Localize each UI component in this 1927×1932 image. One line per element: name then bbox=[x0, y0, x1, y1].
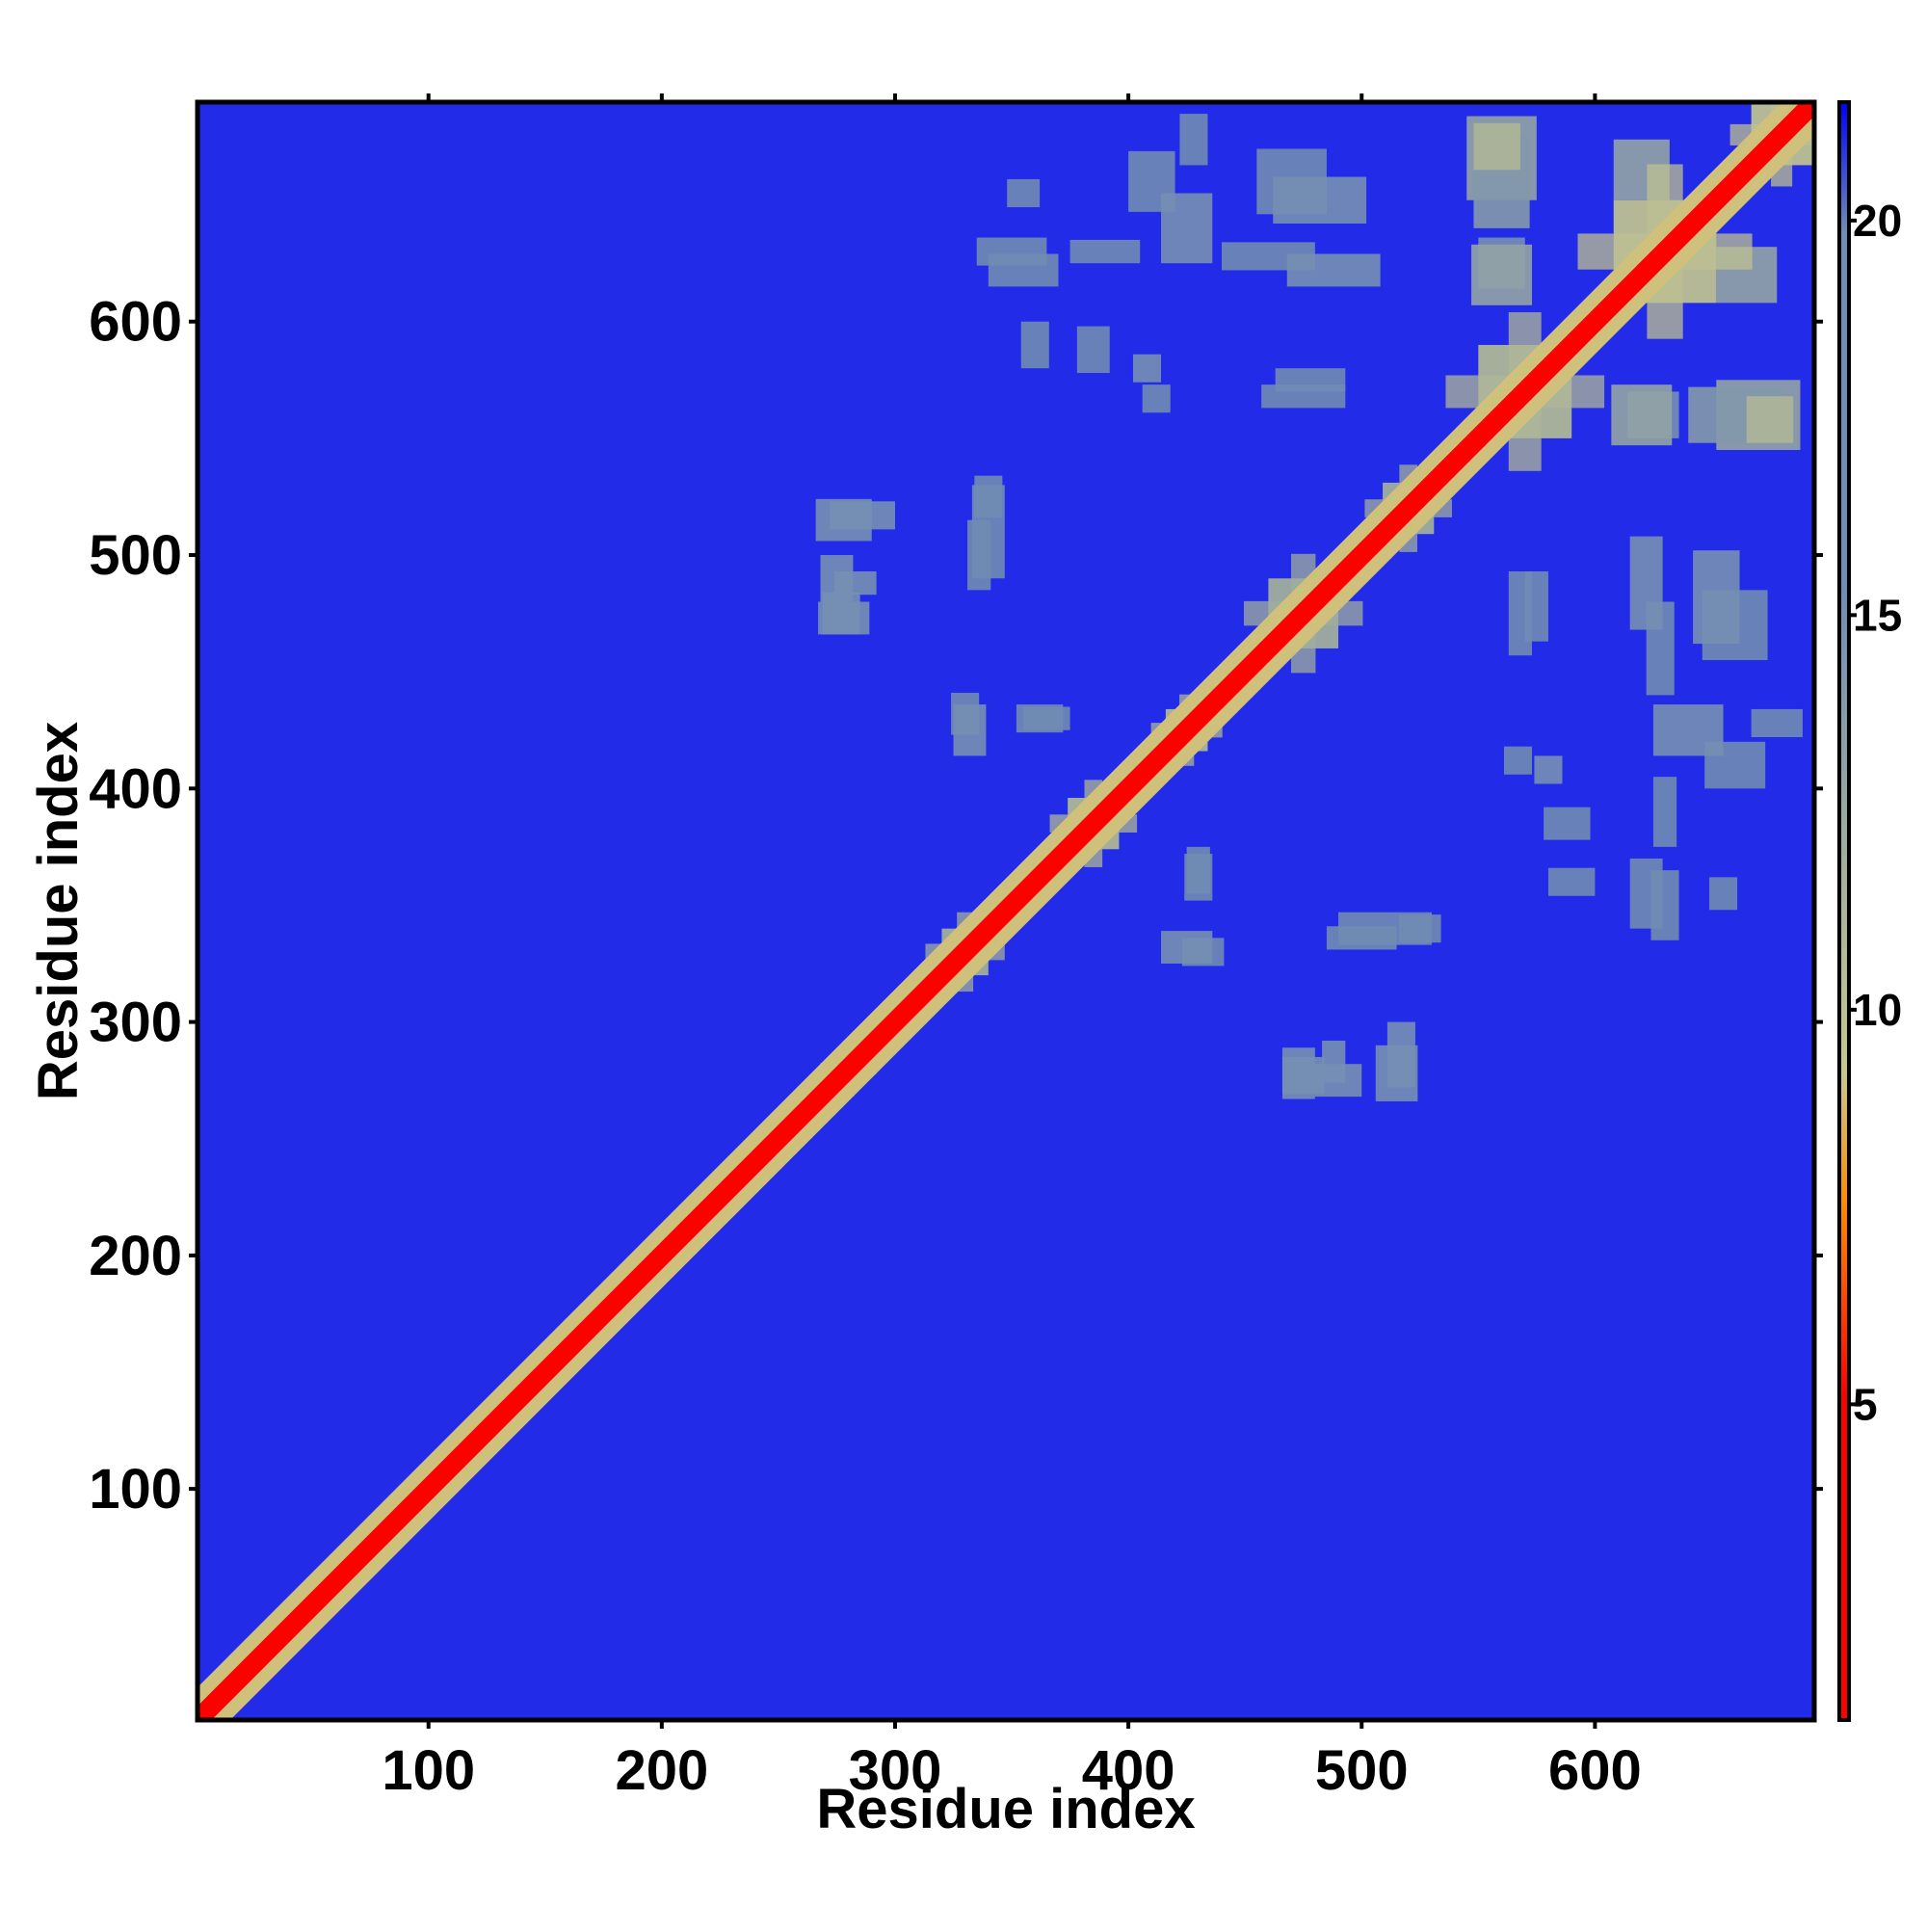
x-tick-label: 200 bbox=[615, 1739, 708, 1802]
contact-cell bbox=[1709, 877, 1738, 911]
contact-cell bbox=[1746, 396, 1794, 443]
colorbar-tick-label: 20 bbox=[1853, 196, 1902, 246]
contact-cell bbox=[1281, 1047, 1315, 1099]
contact-cell bbox=[988, 253, 1059, 287]
x-tick-label: 400 bbox=[1082, 1739, 1175, 1802]
y-tick-label: 100 bbox=[89, 1458, 182, 1521]
y-tick-label: 200 bbox=[89, 1225, 182, 1287]
contact-cell bbox=[953, 704, 987, 756]
contact-cell bbox=[1322, 1040, 1346, 1083]
contact-cell bbox=[1544, 807, 1591, 840]
contact-cell bbox=[1076, 326, 1110, 374]
heatmap-area bbox=[198, 102, 1814, 1720]
axes: 100 200 300 400 500 600 100 200 300 400 500 600 bbox=[89, 93, 1823, 1802]
contact-cell bbox=[1069, 239, 1141, 264]
contact-cell bbox=[974, 475, 1003, 518]
plot-border bbox=[195, 99, 1817, 1723]
y-tick-label: 400 bbox=[89, 757, 182, 820]
plot-frame bbox=[195, 99, 1817, 1723]
x-axis-title: Residue index bbox=[816, 1778, 1195, 1840]
y-tick-label: 300 bbox=[89, 992, 182, 1054]
contact-cell bbox=[1179, 114, 1208, 166]
contact-cell bbox=[1286, 253, 1381, 287]
contact-cell bbox=[1016, 704, 1064, 733]
contact-cell bbox=[1611, 384, 1673, 446]
contact-cell bbox=[1275, 368, 1346, 392]
contact-cell bbox=[1652, 704, 1724, 756]
contact-cell bbox=[1161, 193, 1213, 264]
contact-cell bbox=[1161, 931, 1213, 965]
contact-cell bbox=[834, 570, 877, 595]
x-tick-label: 300 bbox=[849, 1739, 942, 1802]
contact-cell bbox=[1629, 858, 1663, 929]
contact-cell bbox=[1473, 122, 1520, 171]
x-tick-label: 100 bbox=[382, 1739, 475, 1802]
diagonal-core bbox=[198, 102, 1814, 1720]
contact-cell bbox=[1398, 914, 1441, 943]
contact-cell bbox=[1629, 536, 1663, 630]
colorbar-tick-label: 5 bbox=[1853, 1379, 1878, 1429]
y-tick-label: 600 bbox=[89, 291, 182, 354]
contact-cell bbox=[1184, 854, 1213, 901]
contact-cell bbox=[1547, 867, 1596, 896]
x-tick-label: 500 bbox=[1315, 1739, 1409, 1802]
y-axis-title: Residue index bbox=[27, 722, 90, 1100]
contact-cell bbox=[830, 501, 895, 530]
contact-cell bbox=[1386, 1021, 1415, 1088]
contact-cell bbox=[1524, 570, 1548, 642]
contact-cell bbox=[1751, 708, 1803, 738]
contact-cell bbox=[1007, 178, 1041, 208]
colorbar-tick-label: 15 bbox=[1853, 590, 1902, 640]
contact-cell bbox=[1693, 550, 1740, 645]
contact-cell bbox=[1142, 384, 1171, 413]
contact-cell bbox=[1503, 746, 1533, 775]
contact-cell bbox=[967, 519, 991, 591]
contact-cell bbox=[1534, 755, 1563, 784]
contact-cell bbox=[1273, 176, 1367, 224]
contact-cell bbox=[1471, 244, 1533, 305]
x-tick-label: 600 bbox=[1548, 1739, 1642, 1802]
contact-cell bbox=[1020, 321, 1049, 369]
colorbar-gradient bbox=[1837, 100, 1851, 1722]
contact-cell bbox=[1132, 354, 1162, 383]
contact-cell bbox=[818, 601, 870, 635]
contact-cell bbox=[1326, 926, 1397, 950]
y-tick-label: 500 bbox=[89, 524, 182, 587]
colorbar: 5 10 15 20 bbox=[1837, 100, 1902, 1722]
contact-cell bbox=[1652, 777, 1677, 847]
colorbar-tick-label: 10 bbox=[1853, 985, 1902, 1035]
